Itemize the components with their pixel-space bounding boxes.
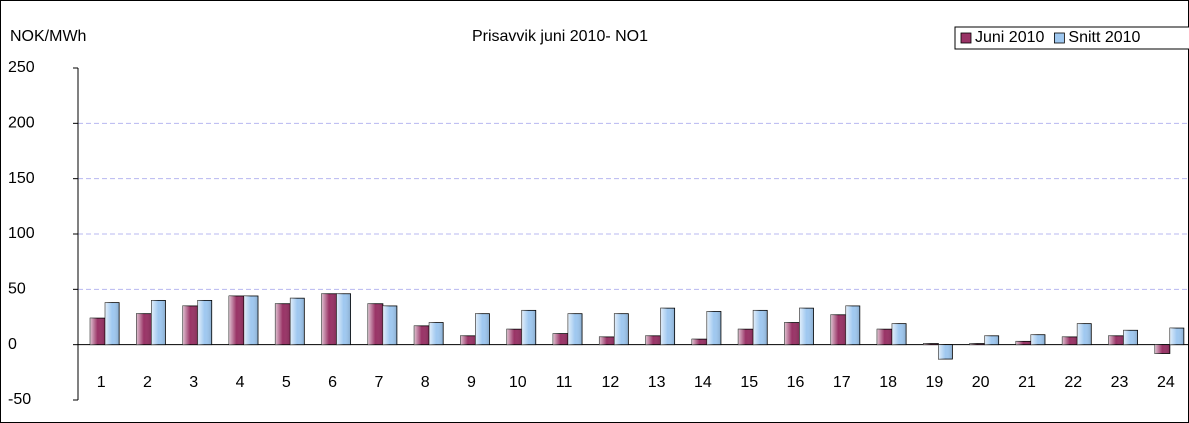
x-tick-label: 13 — [648, 374, 666, 391]
x-tick-label: 24 — [1157, 374, 1175, 391]
y-tick-label: 50 — [8, 281, 26, 298]
x-tick-label: 3 — [189, 374, 198, 391]
legend-swatch — [960, 32, 972, 44]
bar-shade — [1030, 334, 1045, 345]
bar-shade — [553, 333, 569, 345]
chart-title: Prisavvik juni 2010- NO1 — [472, 28, 648, 45]
bar-shade — [877, 329, 893, 345]
bar-shade — [691, 339, 707, 345]
x-tick-label: 4 — [236, 374, 245, 391]
bar-shade — [969, 343, 985, 345]
y-axis-label: NOK/MWh — [10, 28, 86, 45]
x-tick-label: 7 — [374, 374, 383, 391]
legend-label: Juni 2010 — [975, 29, 1044, 46]
x-tick-label: 8 — [421, 374, 430, 391]
bar-shade — [845, 305, 860, 345]
x-tick-label: 5 — [282, 374, 291, 391]
legend-box — [954, 26, 1189, 50]
bar-shade — [1077, 323, 1092, 345]
bar-shade — [1154, 344, 1170, 354]
y-tick-label: 200 — [8, 115, 35, 132]
x-tick-label: 17 — [833, 374, 851, 391]
bar-shade — [645, 335, 661, 345]
bar-shade — [984, 335, 999, 345]
bar-shade — [460, 335, 476, 345]
x-tick-label: 6 — [328, 374, 337, 391]
x-tick-label: 21 — [1018, 374, 1036, 391]
x-tick-label: 23 — [1111, 374, 1129, 391]
x-tick-label: 1 — [97, 374, 106, 391]
bar-shade — [414, 325, 430, 345]
bar-shade — [599, 336, 615, 345]
bar-shade — [1169, 328, 1184, 345]
bar-shade — [229, 295, 245, 345]
bar-shade — [830, 314, 846, 345]
bar-shade — [429, 322, 444, 345]
x-tick-label: 18 — [879, 374, 897, 391]
bar-shade — [799, 308, 814, 345]
bar-shade — [1108, 335, 1124, 345]
x-tick-label: 14 — [694, 374, 712, 391]
x-tick-label: 2 — [143, 374, 152, 391]
bar-shade — [923, 343, 939, 345]
y-tick-label: 0 — [8, 336, 17, 353]
bar-shade — [321, 293, 337, 345]
bar-shade — [568, 313, 583, 345]
bar-shade — [938, 344, 953, 360]
bar-shade — [182, 305, 198, 345]
bar-shade — [660, 308, 675, 345]
bar-shade — [1015, 341, 1031, 345]
bar-shade — [892, 323, 907, 345]
bar-shade — [290, 298, 305, 345]
bar-shade — [367, 303, 383, 345]
bar-shade — [1062, 336, 1078, 345]
bar-shade — [244, 295, 259, 345]
y-tick-label: -50 — [8, 391, 31, 408]
x-tick-label: 10 — [509, 374, 527, 391]
bar-shade — [706, 311, 721, 345]
bar-shade — [136, 313, 152, 345]
bar-shade — [1123, 330, 1138, 345]
y-tick-label: 250 — [8, 59, 35, 76]
x-tick-label: 16 — [787, 374, 805, 391]
bar-shade — [521, 310, 536, 345]
x-tick-label: 19 — [925, 374, 943, 391]
bar-shade — [382, 305, 397, 345]
x-tick-label: 15 — [740, 374, 758, 391]
bar-shade — [336, 293, 351, 345]
bar-shade — [151, 300, 166, 345]
bar-shade — [614, 313, 629, 345]
bar-shade — [275, 303, 291, 345]
bar-shade — [738, 329, 754, 345]
x-tick-label: 20 — [972, 374, 990, 391]
bar-shade — [506, 329, 522, 345]
bar-shade — [784, 322, 800, 345]
x-tick-label: 11 — [556, 374, 573, 391]
x-tick-label: 12 — [601, 374, 619, 391]
y-tick-label: 150 — [8, 170, 35, 187]
bar-shade — [105, 302, 120, 345]
x-tick-label: 9 — [467, 374, 476, 391]
legend-swatch — [1053, 32, 1065, 44]
y-tick-label: 100 — [8, 225, 35, 242]
x-tick-label: 22 — [1064, 374, 1082, 391]
legend-label: Snitt 2010 — [1068, 29, 1140, 46]
bar-shade — [475, 313, 490, 345]
bar-shade — [197, 300, 212, 345]
bar-shade — [753, 310, 768, 345]
bar-shade — [90, 318, 106, 345]
